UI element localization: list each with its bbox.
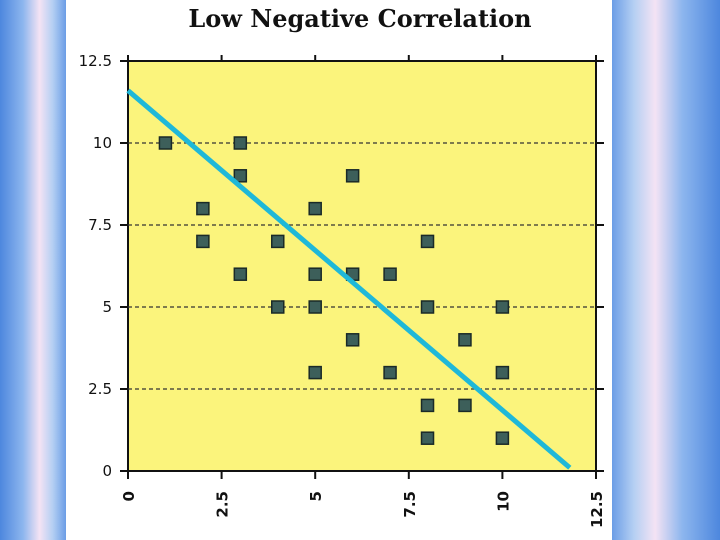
data-point [495,431,510,445]
data-point [196,201,210,216]
data-point [383,267,397,281]
data-point [420,398,435,413]
data-point [383,365,397,380]
data-point [158,136,173,150]
chart-title: Low Negative Correlation [188,4,531,33]
y-tick-label: 10 [93,134,112,152]
y-tick-label: 12.5 [79,52,112,70]
y-tick-label: 5 [102,298,112,316]
data-point [458,398,472,413]
data-point [345,333,360,347]
data-point [233,169,248,183]
data-point [233,136,248,150]
x-tick-label: 10 [494,491,512,512]
data-point [420,431,435,445]
y-tick-label: 7.5 [88,216,112,234]
data-points [158,136,510,445]
data-point [308,201,322,216]
data-point [420,234,435,249]
x-axis-tick-labels: 0 2.5 5 7.5 10 12.5 [120,491,606,528]
x-tick-label: 12.5 [588,491,606,528]
axis-ticks [120,55,604,479]
data-point [458,333,472,347]
data-point [271,234,285,249]
x-tick-label: 2.5 [214,491,232,518]
data-point [308,365,322,380]
left-background-border [0,0,66,540]
data-point [420,300,435,314]
right-background-border [612,0,720,540]
data-point [495,300,510,314]
data-point [271,300,285,314]
data-point [308,267,322,281]
data-point [495,365,510,380]
data-point [196,234,210,249]
data-point [233,267,248,281]
data-point [345,169,360,183]
x-tick-label: 0 [120,491,138,501]
y-axis-tick-labels: 0 2.5 5 7.5 10 12.5 [79,52,112,480]
x-tick-label: 5 [307,491,325,501]
y-tick-label: 2.5 [88,380,112,398]
x-tick-label: 7.5 [401,491,419,518]
trend-line [126,88,572,470]
grid-lines [128,142,596,390]
plot-area [127,60,597,472]
data-point [308,300,322,314]
y-tick-label: 0 [102,462,112,480]
